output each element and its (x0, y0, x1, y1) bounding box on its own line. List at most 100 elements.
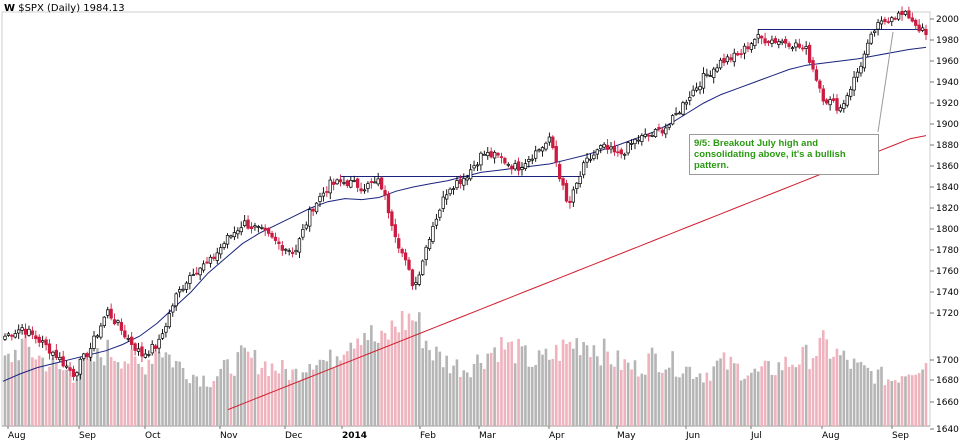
volume-bar (887, 379, 890, 426)
candle-body (455, 180, 459, 189)
volume-bar (188, 383, 192, 426)
price-tick-label: 1880 (936, 141, 959, 151)
candle-body (585, 157, 589, 163)
candle-body (602, 143, 606, 148)
candle-body (578, 176, 582, 184)
candle-body (681, 102, 685, 115)
candle-body (633, 138, 637, 145)
volume-bar (548, 359, 551, 426)
candle-body (636, 139, 641, 142)
price-tick-label: 1920 (936, 99, 959, 109)
candle-body (451, 188, 456, 190)
volume-bar (578, 355, 582, 426)
volume-bar (674, 376, 678, 426)
candle-body (243, 220, 247, 227)
candle-body (530, 158, 534, 161)
candle-body (3, 335, 7, 340)
volume-bar (250, 357, 253, 426)
volume-bar (311, 369, 315, 426)
candle-body (592, 154, 596, 159)
candle-body (523, 163, 528, 169)
candle-body (335, 179, 339, 185)
candle-body (838, 107, 843, 112)
candle-body (167, 313, 171, 328)
candle-body (516, 161, 521, 171)
volume-bar (27, 346, 31, 426)
volume-bar (883, 385, 887, 426)
time-tick-label: May (617, 431, 636, 441)
volume-bar (435, 346, 438, 426)
volume-bar (400, 311, 404, 426)
time-tick-label: Aug (822, 431, 840, 441)
candle-body (82, 353, 86, 359)
candle-body (99, 325, 103, 338)
candle-body (790, 47, 795, 50)
candle-body (564, 183, 569, 202)
candle-body (256, 226, 261, 228)
volume-bar (465, 372, 469, 426)
candle-body (609, 146, 613, 150)
volume-bar (890, 381, 894, 426)
volume-bar (828, 358, 832, 426)
volume-bar (229, 373, 233, 426)
volume-bar (34, 359, 38, 426)
candle-body (486, 152, 490, 157)
candle-body (660, 129, 665, 134)
candle-body (153, 345, 158, 350)
volume-bar (294, 368, 298, 426)
volume-bar (613, 366, 616, 426)
candle-body (595, 149, 599, 155)
volume-bar (784, 356, 787, 426)
candle-body (664, 127, 668, 135)
candle-body (177, 289, 182, 293)
candle-body (640, 135, 644, 142)
candle-body (910, 17, 914, 22)
volume-bar (524, 345, 527, 426)
volume-bar (688, 366, 692, 426)
volume-bar (767, 361, 770, 426)
volume-bar (472, 363, 476, 426)
volume-bar (637, 376, 640, 426)
candle-body (410, 269, 415, 287)
volume-bar (287, 379, 291, 426)
annotation-pointer (877, 31, 894, 133)
candle-body (417, 274, 421, 285)
volume-bar (349, 342, 353, 426)
candle-body (239, 227, 243, 233)
volume-bar (68, 375, 72, 426)
candle-body (366, 183, 370, 189)
volume-bar (753, 368, 757, 426)
time-tick-label: Aug (8, 431, 26, 441)
candle-body (821, 88, 825, 102)
candle-body (400, 248, 404, 254)
candle-body (818, 80, 822, 89)
candle-body (540, 147, 545, 152)
volume-bar (808, 369, 811, 426)
candle-body (174, 293, 178, 307)
annotation-arrow (877, 31, 894, 133)
volume-bar (356, 338, 359, 426)
volume-bar (736, 363, 739, 426)
volume-bar (332, 367, 335, 426)
candle-body (270, 232, 274, 238)
volume-bar (599, 365, 603, 426)
volume-bar (815, 355, 818, 426)
volume-bar (308, 363, 312, 426)
candle-body (424, 246, 428, 261)
volume-bar (154, 349, 157, 426)
volume-bar (137, 363, 140, 426)
candle-body (376, 178, 380, 185)
candle-body (157, 338, 161, 349)
volume-bar (20, 338, 24, 426)
candle-body (520, 167, 524, 170)
candle-body (54, 349, 59, 359)
candle-body (893, 17, 897, 20)
candle-body (427, 239, 432, 250)
volume-bar (195, 376, 199, 426)
candle-body (17, 329, 21, 334)
candle-body (397, 238, 401, 249)
volume-bar (849, 368, 852, 426)
ma-short-line (2, 46, 927, 382)
candle-body (75, 372, 79, 377)
